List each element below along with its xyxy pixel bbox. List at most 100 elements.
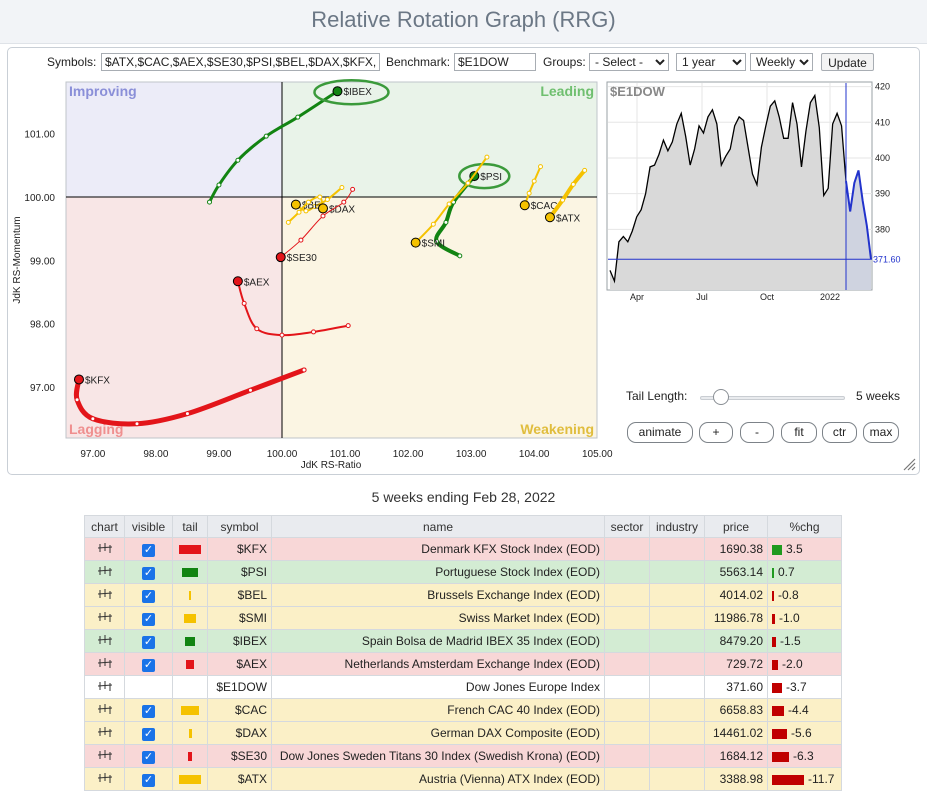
- update-button[interactable]: Update: [821, 53, 874, 71]
- resize-handle-icon[interactable]: [902, 457, 916, 471]
- chart-icon-cell[interactable]: [84, 583, 125, 607]
- chart-icon[interactable]: [97, 750, 112, 760]
- chart-icon-cell[interactable]: [84, 652, 125, 676]
- groups-select[interactable]: - Select -: [589, 53, 669, 71]
- visible-cell[interactable]: ✓: [124, 537, 173, 561]
- tail-line-atx[interactable]: [547, 168, 587, 220]
- chart-icon-cell[interactable]: [84, 606, 125, 630]
- visible-cell[interactable]: ✓: [124, 721, 173, 745]
- chart-icon-cell[interactable]: [84, 537, 125, 561]
- visible-checkbox[interactable]: ✓: [142, 704, 155, 718]
- pct-change-value: -0.8: [778, 588, 799, 602]
- visible-checkbox[interactable]: ✓: [142, 727, 155, 741]
- chart-icon[interactable]: [97, 658, 112, 668]
- chart-icon[interactable]: [97, 589, 112, 599]
- head-point-aex[interactable]: [232, 276, 243, 287]
- visible-checkbox[interactable]: ✓: [142, 612, 155, 626]
- visible-cell[interactable]: ✓: [124, 767, 173, 791]
- head-point-smi[interactable]: [410, 237, 421, 248]
- animate-button[interactable]: animate: [627, 422, 693, 443]
- col-chart[interactable]: chart: [84, 515, 125, 538]
- visible-cell[interactable]: ✓: [124, 744, 173, 768]
- head-point-dax[interactable]: [317, 203, 328, 214]
- col-pct-change[interactable]: %chg: [767, 515, 842, 538]
- chart-icon-cell[interactable]: [84, 767, 125, 791]
- table-row[interactable]: ✓ $BEL Brussels Exchange Index (EOD) 4014.0…: [84, 583, 842, 607]
- col-symbol[interactable]: symbol: [207, 515, 272, 538]
- visible-checkbox[interactable]: ✓: [142, 773, 155, 787]
- chart-icon[interactable]: [97, 566, 112, 576]
- visible-checkbox[interactable]: ✓: [142, 635, 155, 649]
- frequency-select[interactable]: Weekly: [750, 53, 813, 71]
- table-row[interactable]: ✓ $SMI Swiss Market Index (EOD) 11986.78 -1.…: [84, 606, 842, 630]
- visible-cell[interactable]: ✓: [124, 583, 173, 607]
- chart-icon-cell[interactable]: [84, 721, 125, 745]
- head-point-cac[interactable]: [519, 200, 530, 211]
- col-name[interactable]: name: [271, 515, 605, 538]
- visible-checkbox[interactable]: ✓: [142, 566, 155, 580]
- chart-icon[interactable]: [97, 612, 112, 622]
- visible-cell[interactable]: ✓: [124, 606, 173, 630]
- chart-icon[interactable]: [97, 704, 112, 714]
- chart-icon[interactable]: [97, 773, 112, 783]
- chart-icon-cell[interactable]: [84, 698, 125, 722]
- chart-icon-cell[interactable]: [84, 675, 125, 699]
- symbol-label: $DAX: [329, 204, 355, 215]
- symbol-cell: $IBEX: [207, 629, 272, 653]
- chart-icon[interactable]: [97, 727, 112, 737]
- tail-length-slider-track[interactable]: [700, 396, 845, 400]
- chart-icon-cell[interactable]: [84, 744, 125, 768]
- visible-cell[interactable]: ✓: [124, 652, 173, 676]
- tail-point: [350, 186, 356, 192]
- benchmark-input[interactable]: [454, 53, 536, 71]
- tail-color-cell: [172, 721, 208, 745]
- col-sector[interactable]: sector: [604, 515, 650, 538]
- zoom-in-button[interactable]: +: [699, 422, 733, 443]
- symbols-input[interactable]: [101, 53, 380, 71]
- col-visible[interactable]: visible: [124, 515, 173, 538]
- zoom-out-button[interactable]: -: [740, 422, 774, 443]
- visible-checkbox[interactable]: ✓: [142, 589, 155, 603]
- x-tick-label: 97.00: [80, 449, 105, 460]
- chart-icon[interactable]: [97, 635, 112, 645]
- table-row[interactable]: ✓ $CAC French CAC 40 Index (EOD) 6658.83 -4.…: [84, 698, 842, 722]
- visible-checkbox[interactable]: ✓: [142, 750, 155, 764]
- col-industry[interactable]: industry: [649, 515, 705, 538]
- tail-point: [301, 367, 307, 373]
- max-button[interactable]: max: [863, 422, 899, 443]
- visible-checkbox[interactable]: ✓: [142, 543, 155, 557]
- head-point-se30[interactable]: [275, 252, 286, 263]
- head-point-atx[interactable]: [544, 212, 555, 223]
- head-point-kfx[interactable]: [73, 374, 84, 385]
- table-row[interactable]: ✓ $AEX Netherlands Amsterdam Exchange Inde…: [84, 652, 842, 676]
- col-price[interactable]: price: [704, 515, 768, 538]
- head-point-bel[interactable]: [290, 199, 301, 210]
- table-row[interactable]: ✓ $PSI Portuguese Stock Index (EOD) 5563.14…: [84, 560, 842, 584]
- visible-checkbox[interactable]: ✓: [142, 658, 155, 672]
- visible-cell[interactable]: ✓: [124, 698, 173, 722]
- visible-cell[interactable]: ✓: [124, 629, 173, 653]
- col-tail[interactable]: tail: [172, 515, 208, 538]
- visible-cell[interactable]: [124, 675, 173, 699]
- chart-icon[interactable]: [97, 543, 112, 553]
- table-row[interactable]: $E1DOW Dow Jones Europe Index 371.60 -3.7: [84, 675, 842, 699]
- center-button[interactable]: ctr: [822, 422, 857, 443]
- table-row[interactable]: ✓ $ATX Austria (Vienna) ATX Index (EOD) 338…: [84, 767, 842, 791]
- visible-cell[interactable]: ✓: [124, 560, 173, 584]
- chart-icon-cell[interactable]: [84, 560, 125, 584]
- period-select[interactable]: 1 year: [676, 53, 746, 71]
- head-point-ibex[interactable]: [332, 86, 343, 97]
- pct-change-value: -5.6: [791, 726, 812, 740]
- table-row[interactable]: ✓ $KFX Denmark KFX Stock Index (EOD) 1690.3…: [84, 537, 842, 561]
- chart-icon[interactable]: [97, 681, 112, 691]
- fit-button[interactable]: fit: [781, 422, 817, 443]
- table-row[interactable]: ✓ $SE30 Dow Jones Sweden Titans 30 Index (…: [84, 744, 842, 768]
- name-cell: Brussels Exchange Index (EOD): [271, 583, 605, 607]
- tail-swatch: [189, 591, 191, 601]
- table-row[interactable]: ✓ $DAX German DAX Composite (EOD) 14461.02 -…: [84, 721, 842, 745]
- tail-length-slider-handle[interactable]: [713, 389, 729, 405]
- table-row[interactable]: ✓ $IBEX Spain Bolsa de Madrid IBEX 35 Inde…: [84, 629, 842, 653]
- tail-line-cac[interactable]: [523, 165, 542, 207]
- chart-icon-cell[interactable]: [84, 629, 125, 653]
